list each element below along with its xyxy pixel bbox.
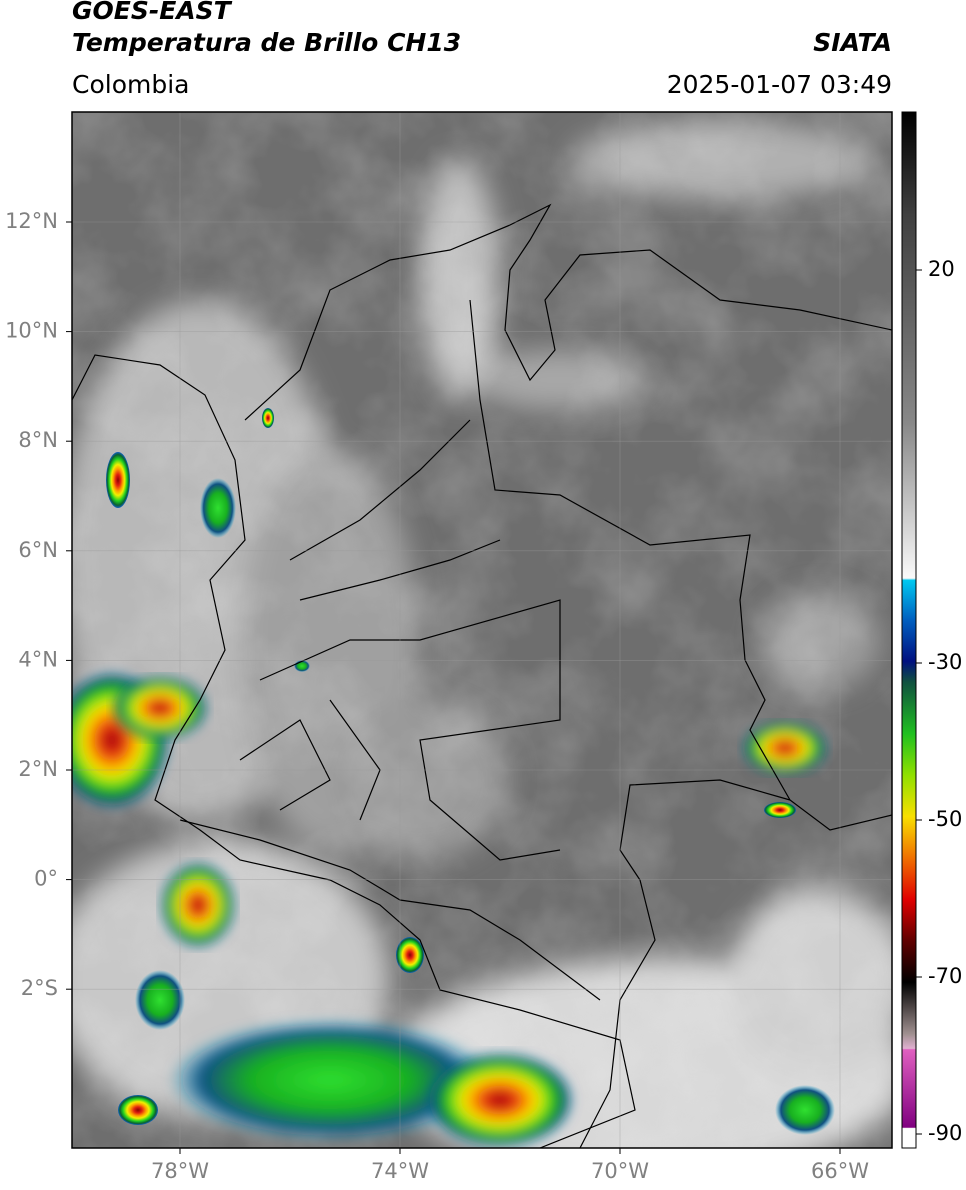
lon-label: 66°W — [811, 1159, 869, 1183]
lat-label: 12°N — [5, 209, 58, 233]
caribbean-coast — [244, 203, 892, 421]
lat-label: 6°N — [18, 538, 58, 562]
lon-label: 78°W — [151, 1159, 209, 1183]
satellite-title: GOES-EAST — [72, 0, 231, 25]
border-brazil — [579, 779, 791, 1148]
colorbar-label: -70 — [928, 964, 962, 988]
departments — [239, 419, 561, 861]
region: Colombia — [72, 70, 190, 99]
datetime: 2025-01-07 03:49 — [666, 70, 892, 99]
source: SIATA — [813, 28, 892, 57]
colorbar-label: -30 — [928, 650, 962, 674]
lon-label: 74°W — [371, 1159, 429, 1183]
coastline — [72, 354, 636, 1148]
colorbar-label: 20 — [928, 257, 955, 281]
convective-cells — [72, 408, 835, 1145]
lat-label: 8°N — [18, 428, 58, 452]
graticule — [72, 112, 892, 1148]
map-image — [72, 112, 892, 1148]
lat-label: 2°S — [21, 976, 58, 1000]
texture — [72, 112, 892, 1148]
map-frame — [71, 111, 893, 1149]
lat-label: 2°N — [18, 757, 58, 781]
product-title: Temperatura de Brillo CH13 — [72, 28, 462, 57]
colorbar-label: -90 — [928, 1121, 962, 1145]
lat-label: 4°N — [18, 647, 58, 671]
colorbar-label: -50 — [928, 807, 962, 831]
lat-label: 10°N — [5, 319, 58, 343]
colorbar — [901, 111, 917, 1149]
lon-label: 70°W — [591, 1159, 649, 1183]
lat-label: 0° — [34, 867, 58, 891]
